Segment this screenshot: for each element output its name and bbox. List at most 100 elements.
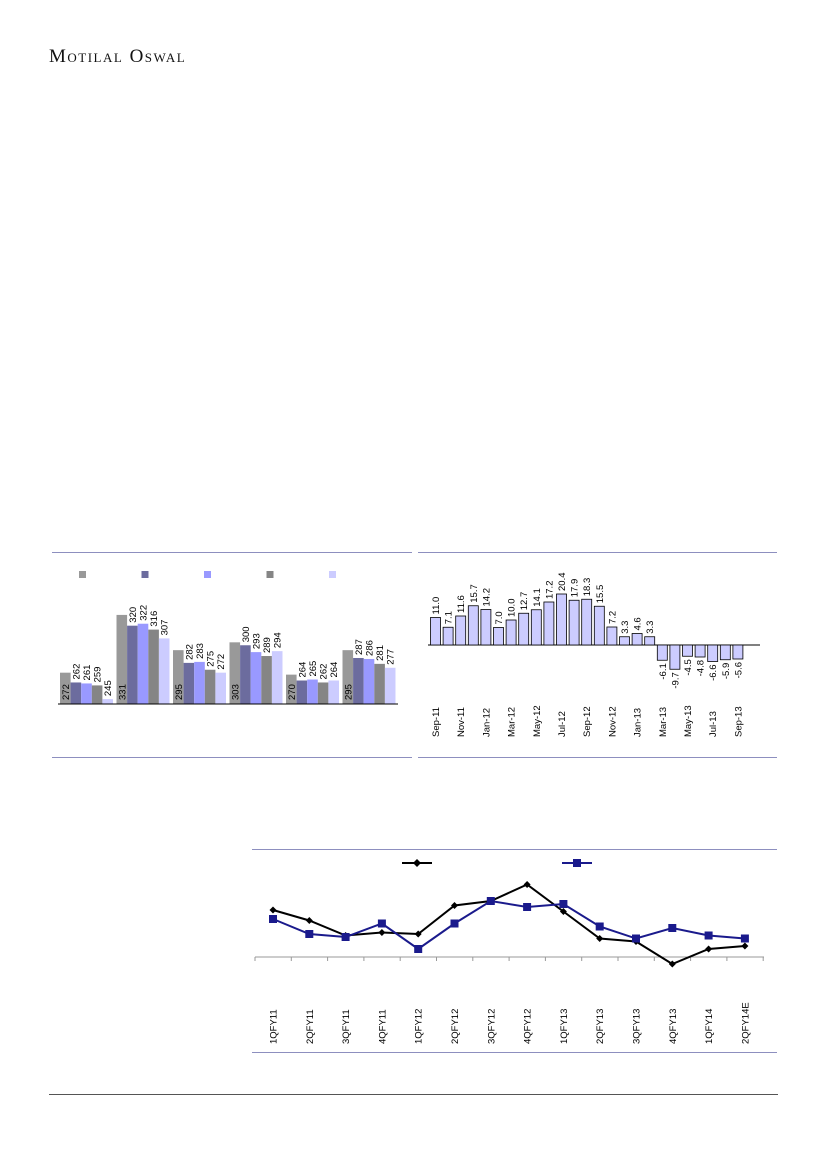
category-label: 3QFY11 <box>341 1009 352 1044</box>
bar-label: 272 <box>61 684 72 700</box>
bar-label: 293 <box>252 633 263 649</box>
bar-label: 272 <box>216 654 227 670</box>
bar-g6-s1 <box>342 650 354 704</box>
bar-g5-s1 <box>286 674 297 704</box>
bar-label: 245 <box>103 680 114 696</box>
bar-label: 331 <box>117 684 128 700</box>
bar-label: 307 <box>160 620 171 636</box>
bar-Aug-13 <box>719 644 731 661</box>
tick-label: Jul-12 <box>557 711 568 737</box>
brand-logo: Motilal Oswal <box>49 46 187 67</box>
bar-label: 17.2 <box>544 581 555 600</box>
bar-label: 287 <box>354 639 365 655</box>
bar-label: 286 <box>365 640 376 656</box>
bar-Jun-12 <box>543 601 555 646</box>
bar-g3-s2 <box>183 662 195 704</box>
bar-label: 15.7 <box>469 584 480 603</box>
bar-label: 10.0 <box>507 599 518 618</box>
point-s1-4QFY12 <box>523 881 531 888</box>
bar-Dec-12 <box>619 636 630 646</box>
chart3-line: 1QFY11 2QFY11 3QFY11 4QFY11 1QFY12 2QFY12 3QFY… <box>254 859 764 1044</box>
tick-label: Sep-13 <box>733 706 744 737</box>
bar-label: 270 <box>287 684 298 700</box>
bar-Apr-12 <box>518 612 530 646</box>
bar-Jul-12 <box>556 593 567 646</box>
chart1-bottom-rule <box>52 757 412 758</box>
bar-Jan-12 <box>480 609 492 646</box>
point-s2-4QFY12 <box>523 903 532 911</box>
bar-label: 322 <box>139 605 150 621</box>
point-s2-3QFY13 <box>632 934 640 943</box>
legend-swatch-2 <box>141 571 149 578</box>
point-s2-4QFY13 <box>668 924 677 932</box>
category-label: 1QFY12 <box>414 1009 425 1044</box>
category-label: 2QFY13 <box>595 1009 606 1044</box>
bar-g4-s4 <box>261 656 272 704</box>
bar-label: 283 <box>195 643 206 659</box>
bar-g1-s3 <box>81 683 92 704</box>
bar-g4-s3 <box>250 652 262 704</box>
bar-label: 264 <box>297 662 308 678</box>
bar-Apr-13 <box>669 644 681 670</box>
category-label: 1QFY14 <box>704 1009 715 1044</box>
legend-swatch-5 <box>329 571 336 578</box>
chart2-top-rule <box>418 552 777 553</box>
legend-marker-2 <box>573 859 581 867</box>
bar-label: 264 <box>329 662 340 678</box>
bar-label: -6.6 <box>708 665 719 681</box>
bar-label: 7.2 <box>607 611 618 624</box>
chart3-bottom-rule <box>252 1052 777 1053</box>
tick-label: Jul-13 <box>708 711 719 737</box>
bar-g2-s1 <box>116 614 128 704</box>
bar-label: 7.1 <box>444 611 455 624</box>
bar-g3-s1 <box>173 650 184 704</box>
legend-marker-1 <box>413 859 421 867</box>
bar-May-13 <box>682 644 693 657</box>
bar-label: 294 <box>273 632 284 648</box>
bar-g6-s5 <box>384 667 396 704</box>
bar-Nov-12 <box>606 626 618 646</box>
chart3-top-rule <box>252 849 777 850</box>
bar-label: 282 <box>184 644 195 660</box>
tick-label: Jan-13 <box>633 708 644 737</box>
bar-label: 261 <box>82 665 93 681</box>
chart2-growth-bars: 11.07.111.615.7 14.27.010.0 12.7 14.1 17.2 20… <box>428 573 760 737</box>
bar-g1-s4 <box>91 685 103 704</box>
category-label: 4QFY11 <box>377 1009 388 1044</box>
bar-g4-s1 <box>229 642 241 704</box>
bar-label: 262 <box>71 664 82 680</box>
point-s2-2QFY11 <box>305 930 314 938</box>
point-s1-2QFY14E <box>741 942 749 950</box>
bar-g3-s4 <box>204 669 216 704</box>
tick-label: Sep-11 <box>431 707 442 737</box>
tick-label: Mar-13 <box>658 707 669 737</box>
bar-label: 303 <box>230 684 241 700</box>
bar-g6-s2 <box>353 657 364 704</box>
bar-g2-s2 <box>127 625 138 704</box>
chart1-top-rule <box>52 552 412 553</box>
bar-label: 12.7 <box>519 592 530 611</box>
bar-label: 4.6 <box>633 617 644 630</box>
bar-Mar-13 <box>656 644 668 661</box>
footer-rule <box>49 1094 778 1095</box>
category-label: 2QFY11 <box>305 1009 316 1044</box>
legend-swatch-1 <box>79 571 86 578</box>
bar-g6-s4 <box>374 663 385 704</box>
tick-label: Sep-12 <box>582 706 593 737</box>
category-label: 2QFY12 <box>450 1009 461 1044</box>
point-s2-1QFY14 <box>704 931 713 940</box>
point-s2-2QFY13 <box>595 922 604 931</box>
bar-May-12 <box>530 609 542 646</box>
bar-g1-s5 <box>102 699 113 704</box>
bar-g5-s5 <box>328 680 339 704</box>
point-s2-3QFY12 <box>486 897 495 905</box>
bar-label: 295 <box>343 684 354 700</box>
bar-label: 15.5 <box>595 585 606 604</box>
bar-label: -4.5 <box>683 659 694 675</box>
bar-label: 289 <box>262 637 273 653</box>
tick-label: Nov-11 <box>456 707 467 737</box>
bar-g5-s4 <box>317 682 329 704</box>
bar-label: -9.7 <box>670 672 681 688</box>
bar-g2-s4 <box>148 629 159 704</box>
